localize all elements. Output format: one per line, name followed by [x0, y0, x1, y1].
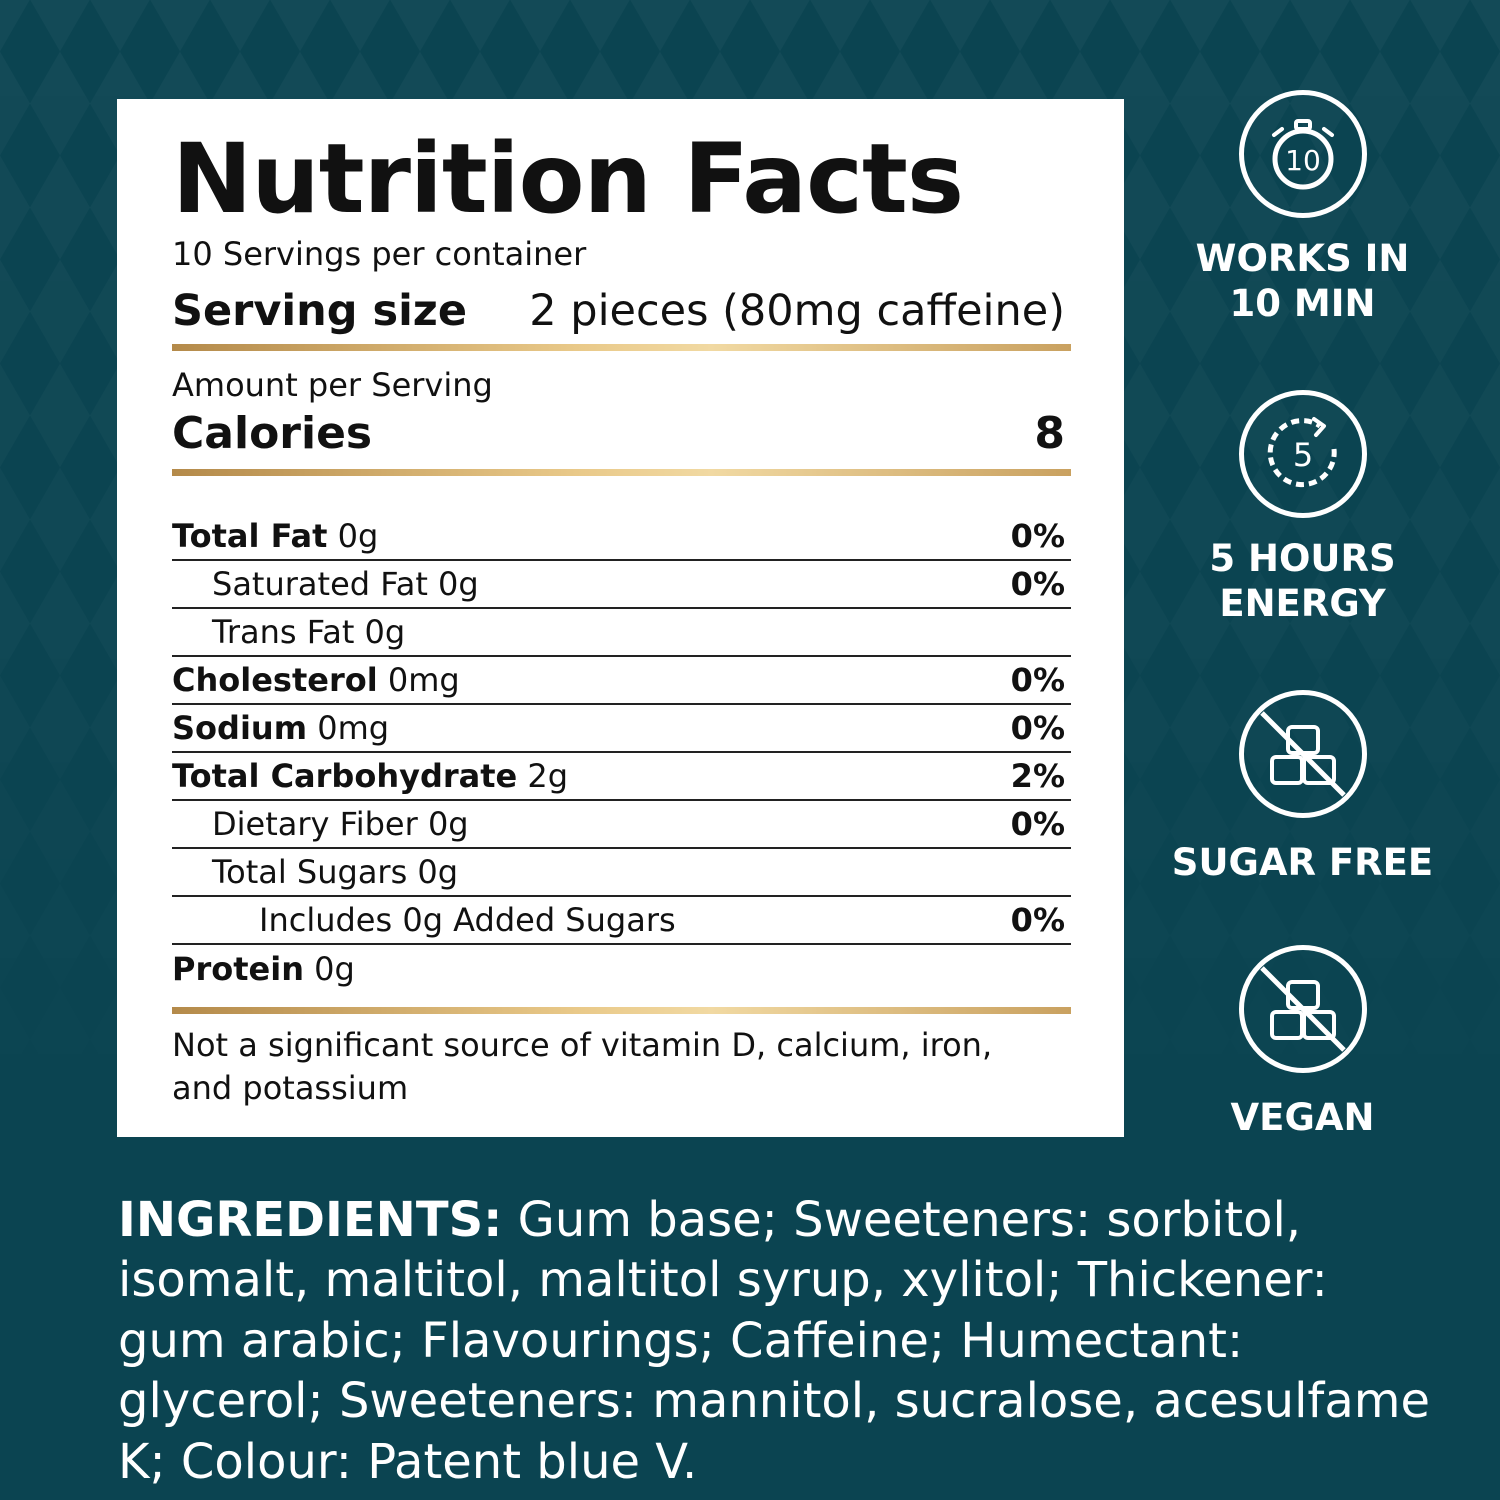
- serving-size-value: 2 pieces (80mg caffeine): [529, 286, 1065, 336]
- nutrient-name: Total Carbohydrate: [172, 757, 518, 795]
- nutrition-footnote: Not a significant source of vitamin D, c…: [172, 1026, 993, 1108]
- ingredients-heading: INGREDIENTS:: [118, 1192, 503, 1248]
- amount-per-serving: Amount per Serving: [172, 366, 493, 404]
- nutrient-amount: Total Sugars 0g: [212, 853, 459, 891]
- nutrient-name: Sodium: [172, 709, 308, 747]
- daily-value: 0%: [1010, 565, 1065, 603]
- nutrient-amount: 0mg: [307, 709, 390, 747]
- nutrition-facts-panel: Nutrition Facts 10 Servings per containe…: [117, 99, 1124, 1137]
- badge-sugar-free: SUGAR FREE: [1170, 690, 1435, 885]
- nutrient-amount: 0mg: [377, 661, 460, 699]
- no-sugar-cubes-icon: [1238, 945, 1367, 1073]
- serving-size-row: Serving size 2 pieces (80mg caffeine): [172, 286, 1065, 336]
- nutrient-amount: 2g: [517, 757, 569, 795]
- calories-row: Calories 8: [172, 408, 1065, 460]
- badge-label: VEGAN: [1230, 1096, 1375, 1139]
- nutrient-row: Includes 0g Added Sugars 0%: [172, 897, 1071, 945]
- nutrient-row: Saturated Fat 0g 0%: [172, 561, 1071, 609]
- nutrient-row: Total Fat 0g 0%: [172, 513, 1071, 561]
- nutrient-amount: Dietary Fiber 0g: [212, 805, 469, 843]
- clock-number: 5: [1292, 436, 1312, 474]
- nutrient-list: Total Fat 0g 0% Saturated Fat 0g 0% Tran…: [172, 513, 1071, 993]
- nutrient-row: Protein 0g: [172, 945, 1071, 993]
- badge-works-in-10-min: 10 WORKS IN 10 MIN: [1170, 90, 1435, 326]
- badge-label: 5 HOURS ENERGY: [1209, 537, 1396, 626]
- gold-divider: [172, 344, 1071, 351]
- nutrient-name: Protein: [172, 950, 304, 988]
- daily-value: 0%: [1010, 805, 1065, 843]
- nutrient-amount: Trans Fat 0g: [212, 613, 406, 651]
- nutrient-row: Trans Fat 0g: [172, 609, 1071, 657]
- daily-value: 0%: [1010, 517, 1065, 555]
- nutrient-row: Sodium 0mg 0%: [172, 705, 1071, 753]
- ingredients-text: Gum base; Sweeteners: sorbitol, isomalt,…: [118, 1192, 1431, 1490]
- badge-5-hours-energy: 5 5 HOURS ENERGY: [1170, 390, 1435, 626]
- stopwatch-number: 10: [1285, 144, 1321, 177]
- nutrient-row: Total Sugars 0g: [172, 849, 1071, 897]
- daily-value: 2%: [1010, 757, 1065, 795]
- nutrient-row: Dietary Fiber 0g 0%: [172, 801, 1071, 849]
- badge-vegan: VEGAN: [1170, 945, 1435, 1140]
- daily-value: 0%: [1010, 901, 1065, 939]
- daily-value: 0%: [1010, 661, 1065, 699]
- nutrition-facts-title: Nutrition Facts: [172, 123, 964, 235]
- nutrient-amount: Saturated Fat 0g: [212, 565, 479, 603]
- clock-refresh-icon: 5: [1238, 390, 1367, 518]
- nutrient-row: Total Carbohydrate 2g 2%: [172, 753, 1071, 801]
- badge-label: SUGAR FREE: [1171, 841, 1434, 884]
- nutrient-amount: 0g: [303, 950, 355, 988]
- daily-value: 0%: [1010, 709, 1065, 747]
- nutrient-amount: Includes 0g Added Sugars: [259, 901, 676, 939]
- nutrient-row: Cholesterol 0mg 0%: [172, 657, 1071, 705]
- nutrient-amount: 0g: [327, 517, 379, 555]
- no-sugar-cubes-icon: [1238, 690, 1367, 818]
- nutrient-name: Cholesterol: [172, 661, 378, 699]
- nutrient-name: Total Fat: [172, 517, 328, 555]
- calories-value: 8: [1034, 408, 1065, 459]
- gold-divider: [172, 1007, 1071, 1014]
- calories-label: Calories: [172, 408, 373, 459]
- ingredients-block: INGREDIENTS: Gum base; Sweeteners: sorbi…: [118, 1190, 1438, 1492]
- stopwatch-icon: 10: [1238, 90, 1367, 218]
- serving-size-label: Serving size: [172, 286, 467, 336]
- servings-per-container: 10 Servings per container: [172, 235, 587, 273]
- badge-label: WORKS IN 10 MIN: [1195, 237, 1410, 326]
- gold-divider: [172, 469, 1071, 476]
